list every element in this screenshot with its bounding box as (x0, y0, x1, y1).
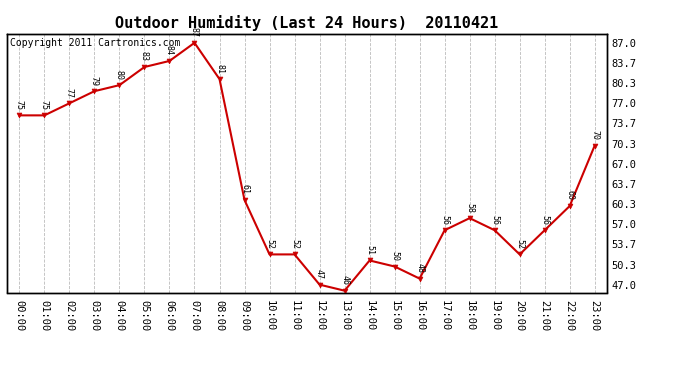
Text: 77: 77 (65, 88, 74, 98)
Text: 48: 48 (415, 263, 424, 273)
Title: Outdoor Humidity (Last 24 Hours)  20110421: Outdoor Humidity (Last 24 Hours) 2011042… (115, 15, 499, 31)
Text: 79: 79 (90, 76, 99, 86)
Text: 52: 52 (290, 239, 299, 249)
Text: 56: 56 (490, 214, 499, 225)
Text: 81: 81 (215, 63, 224, 74)
Text: 70: 70 (590, 130, 599, 140)
Text: 60: 60 (565, 190, 574, 201)
Text: 50: 50 (390, 251, 399, 261)
Text: 47: 47 (315, 269, 324, 279)
Text: 52: 52 (265, 239, 274, 249)
Text: 56: 56 (540, 214, 549, 225)
Text: Copyright 2011 Cartronics.com: Copyright 2011 Cartronics.com (10, 38, 180, 48)
Text: 75: 75 (15, 100, 24, 110)
Text: 87: 87 (190, 27, 199, 37)
Text: 58: 58 (465, 202, 474, 213)
Text: 51: 51 (365, 245, 374, 255)
Text: 61: 61 (240, 184, 249, 195)
Text: 46: 46 (340, 275, 349, 285)
Text: 75: 75 (40, 100, 49, 110)
Text: 56: 56 (440, 214, 449, 225)
Text: 52: 52 (515, 239, 524, 249)
Text: 80: 80 (115, 70, 124, 80)
Text: 83: 83 (140, 51, 149, 62)
Text: 84: 84 (165, 45, 174, 56)
